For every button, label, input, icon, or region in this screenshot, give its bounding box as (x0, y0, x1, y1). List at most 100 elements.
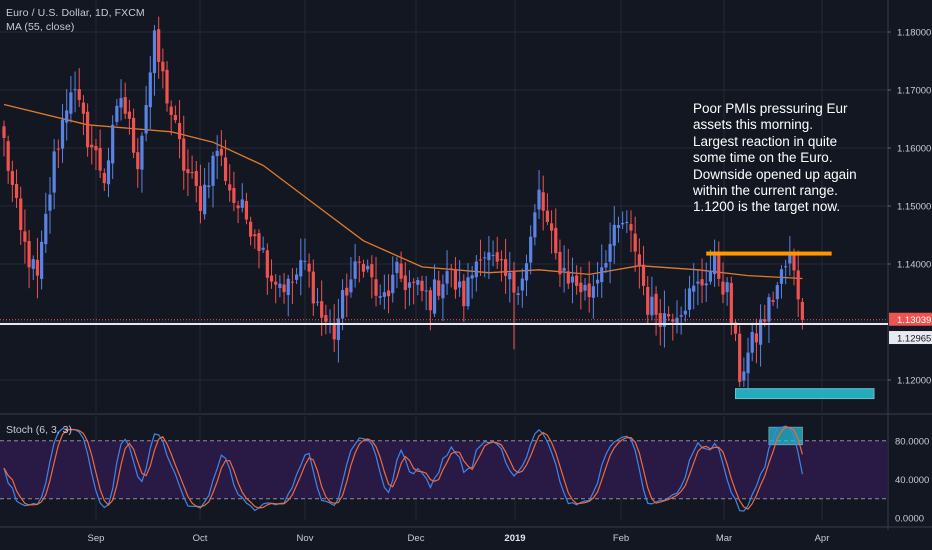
candle-body (207, 185, 211, 188)
candle-body (14, 184, 19, 198)
candle-body (533, 212, 537, 238)
candle-body (73, 89, 77, 91)
candle-body (165, 69, 169, 104)
candle-body (374, 279, 378, 296)
stoch-label: Stoch (6, 3, 3) (6, 424, 72, 436)
candle-body (616, 225, 621, 228)
stoch-lines (3, 425, 803, 512)
candle-body (382, 292, 386, 297)
candle-body (303, 260, 307, 262)
candle-body (140, 135, 144, 170)
candle-body (253, 234, 257, 237)
candle-body (758, 319, 763, 345)
candle-body (625, 222, 629, 224)
candle-body (77, 89, 81, 100)
candle-body (746, 352, 750, 374)
note-line: within the current range. (693, 183, 838, 199)
candle-body (541, 192, 545, 211)
candle-body (591, 286, 595, 298)
candle-body (161, 61, 165, 72)
candle-body (504, 259, 508, 276)
candle-body (763, 319, 767, 322)
candle-body (249, 221, 253, 237)
candle-body (449, 268, 453, 270)
candle-body (641, 264, 646, 286)
x-tick-label: Nov (297, 533, 314, 544)
candle-body (445, 271, 449, 284)
candle-body (612, 224, 616, 246)
level-price-tag-text: 1.12965 (897, 334, 931, 345)
candle-body (729, 283, 733, 325)
candle-body (775, 285, 779, 300)
candle-body (700, 279, 704, 286)
candle-body (662, 313, 667, 327)
candle-body (353, 261, 357, 279)
candle-body (324, 315, 328, 322)
candle-body (194, 171, 198, 186)
candle-body (190, 172, 194, 174)
x-tick-label: Sep (88, 533, 105, 544)
candle-body (549, 223, 554, 231)
candle-body (307, 263, 311, 272)
candle-body (320, 301, 324, 318)
candle-body (157, 29, 161, 62)
candle-body (704, 283, 708, 286)
candle-body (115, 105, 119, 122)
candle-body (788, 252, 792, 264)
candle-body (10, 171, 14, 185)
candle-body (416, 280, 420, 285)
stoch-k-line (3, 425, 803, 512)
candle-body (386, 290, 391, 297)
candle-body (495, 252, 499, 262)
candle-body (545, 210, 549, 222)
candle-body (69, 92, 73, 114)
candle-body (742, 371, 746, 381)
y-tick-label: 1.12000 (897, 376, 931, 387)
candle-body (102, 172, 106, 184)
candle-body (453, 268, 458, 290)
candle-body (708, 270, 713, 282)
candle-body (299, 260, 303, 277)
ma-line (3, 103, 803, 280)
y-tick-label: 1.16000 (897, 144, 931, 155)
candle-body (19, 198, 23, 231)
note-line: Downside opened up again (693, 166, 857, 182)
candle-body (60, 119, 65, 149)
candle-body (31, 259, 35, 269)
candle-body (462, 280, 466, 307)
candle-body (198, 185, 203, 212)
candle-body (144, 105, 148, 134)
candle-body (779, 269, 784, 284)
candle-body (537, 189, 541, 210)
candle-body (675, 317, 679, 324)
candle-body (182, 138, 186, 171)
candle-body (332, 323, 336, 340)
candle-body (366, 265, 370, 270)
candle-body (437, 280, 441, 296)
candle-body (529, 236, 533, 263)
candle-body (265, 250, 269, 278)
candle-body (458, 281, 462, 288)
candle-body (261, 247, 265, 250)
candle-body (508, 272, 512, 280)
support-target-box (735, 388, 875, 400)
candle-body (520, 278, 524, 291)
candle-body (483, 257, 487, 259)
stoch-tick-label: 40.0000 (895, 475, 929, 486)
candle-body (232, 187, 236, 203)
candle-body (587, 283, 591, 298)
candle-body (667, 314, 671, 317)
candle-body (40, 241, 44, 279)
candles (2, 16, 804, 389)
axes: 1.18000 1.17000 1.16000 1.15000 1.14000 1.120… (0, 28, 932, 544)
candle-body (23, 231, 27, 242)
candle-body (215, 150, 219, 157)
x-tick-label: Mar (716, 533, 732, 544)
last-price-tag (889, 312, 932, 326)
candle-body (56, 148, 60, 150)
candle-body (713, 252, 717, 275)
candle-body (487, 252, 491, 261)
candle-body (784, 266, 788, 268)
candle-body (94, 145, 98, 151)
